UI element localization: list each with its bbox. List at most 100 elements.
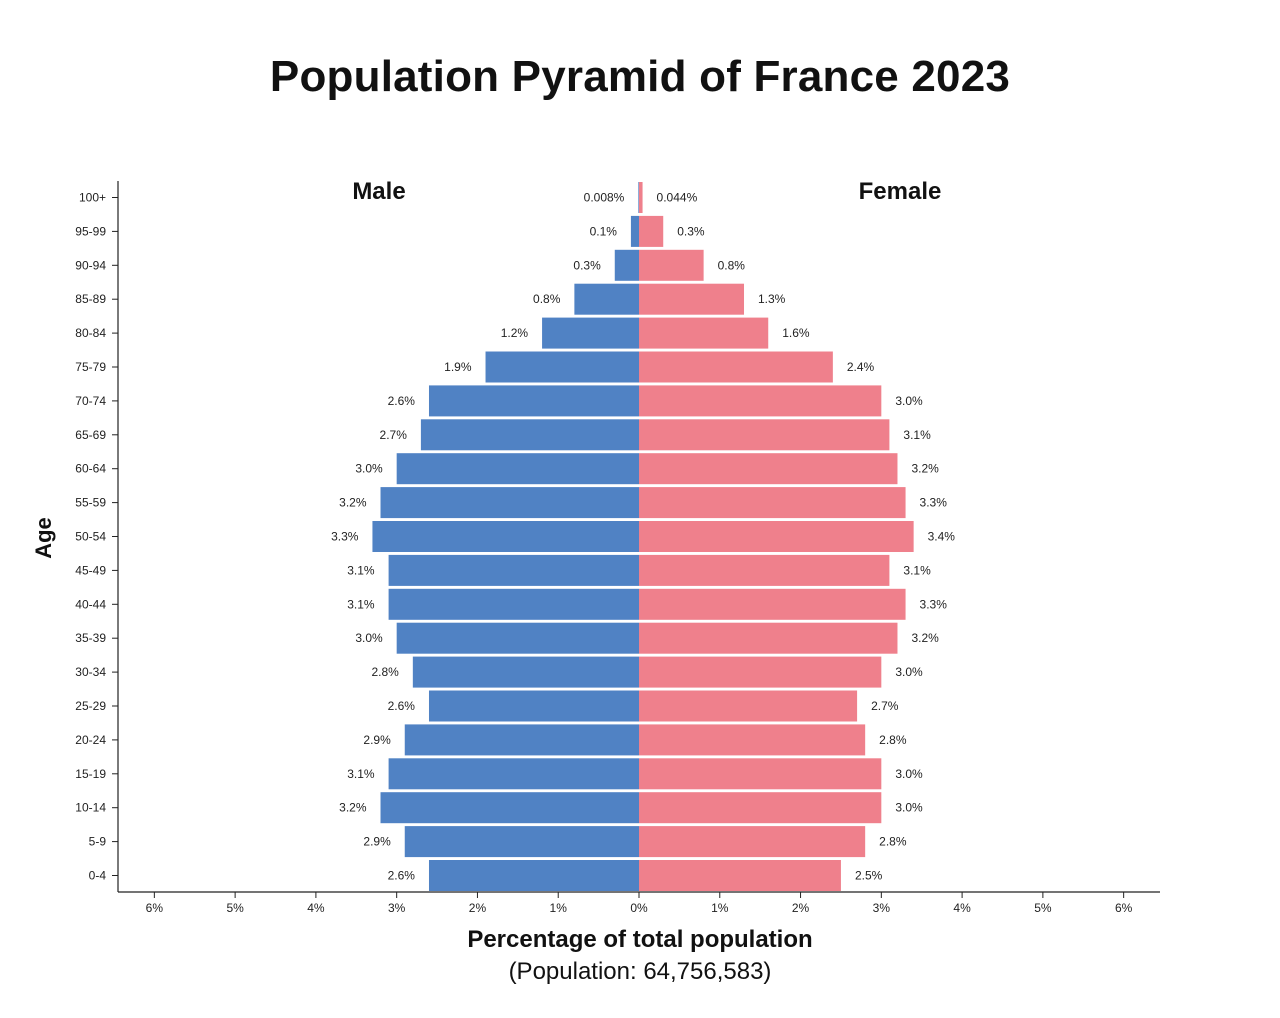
female-bar-0-4 xyxy=(639,860,841,891)
male-bar-70-74 xyxy=(428,385,639,417)
male-bar-10-14 xyxy=(380,792,639,824)
population-subtitle: (Population: 64,756,583) xyxy=(508,958,772,985)
male-bar-45-49 xyxy=(388,554,639,586)
male-bar-90-94 xyxy=(614,249,639,281)
male-value-label: 1.2% xyxy=(501,326,529,340)
female-bar-60-64 xyxy=(639,453,898,485)
female-value-label: 0.044% xyxy=(657,191,698,205)
male-value-label: 3.2% xyxy=(339,496,367,510)
y-tick-label: 65-69 xyxy=(75,428,106,442)
male-value-label: 2.9% xyxy=(363,835,391,849)
y-tick-label: 40-44 xyxy=(75,597,106,611)
female-value-label: 3.2% xyxy=(911,462,939,476)
female-bar-10-14 xyxy=(639,792,882,824)
male-bar-60-64 xyxy=(396,453,639,485)
female-value-label: 1.6% xyxy=(782,326,810,340)
y-tick-label: 55-59 xyxy=(75,496,106,510)
y-tick-label: 85-89 xyxy=(75,292,106,306)
x-tick-label: 3% xyxy=(873,901,891,915)
male-value-label: 3.3% xyxy=(331,530,359,544)
x-tick-label: 6% xyxy=(146,901,164,915)
male-bar-85-89 xyxy=(574,283,639,315)
y-tick-label: 5-9 xyxy=(89,835,107,849)
male-value-label: 0.8% xyxy=(533,292,561,306)
x-tick-label: 0% xyxy=(630,901,648,915)
male-bar-25-29 xyxy=(428,690,639,722)
female-bar-15-19 xyxy=(639,758,882,790)
y-tick-label: 60-64 xyxy=(75,462,106,476)
female-bar-20-24 xyxy=(639,724,866,756)
female-value-label: 2.8% xyxy=(879,835,907,849)
female-value-label: 2.7% xyxy=(871,699,899,713)
y-tick-label: 10-14 xyxy=(75,801,106,815)
male-value-label: 3.1% xyxy=(347,597,375,611)
male-bar-50-54 xyxy=(372,521,639,552)
female-bar-35-39 xyxy=(639,622,898,654)
male-bar-65-69 xyxy=(420,419,639,451)
female-value-label: 2.5% xyxy=(855,869,883,883)
axes-group: 100+ 95-99 90-94 85-89 80-84 75-79 70-74 65-69 6… xyxy=(75,181,1160,915)
male-value-label: 2.8% xyxy=(371,665,399,679)
female-value-label: 3.0% xyxy=(895,801,923,815)
female-bar-85-89 xyxy=(639,283,745,315)
male-value-label: 3.1% xyxy=(347,767,375,781)
female-bar-30-34 xyxy=(639,656,882,688)
male-bar-100+ xyxy=(638,182,639,213)
male-bar-5-9 xyxy=(404,826,639,858)
y-tick-label: 15-19 xyxy=(75,767,106,781)
male-bar-40-44 xyxy=(388,588,639,620)
female-value-label: 3.1% xyxy=(903,428,931,442)
x-tick-label: 6% xyxy=(1115,901,1133,915)
female-bar-100+ xyxy=(639,182,643,213)
male-value-label: 3.0% xyxy=(355,462,383,476)
y-tick-label: 30-34 xyxy=(75,665,106,679)
x-tick-label: 4% xyxy=(953,901,971,915)
male-bar-30-34 xyxy=(412,656,639,688)
male-bar-20-24 xyxy=(404,724,639,756)
y-tick-label: 75-79 xyxy=(75,360,106,374)
male-bar-35-39 xyxy=(396,622,639,654)
female-value-label: 0.3% xyxy=(677,224,705,238)
female-bar-5-9 xyxy=(639,826,866,858)
female-value-label: 0.8% xyxy=(718,258,746,272)
y-tick-label: 100+ xyxy=(79,191,106,205)
male-value-label: 0.3% xyxy=(573,258,601,272)
x-tick-label: 1% xyxy=(550,901,568,915)
male-value-label: 0.008% xyxy=(584,191,625,205)
male-value-label: 1.9% xyxy=(444,360,472,374)
male-value-label: 3.0% xyxy=(355,631,383,645)
female-value-label: 3.4% xyxy=(928,530,956,544)
female-bar-65-69 xyxy=(639,419,890,451)
female-bar-55-59 xyxy=(639,487,906,519)
female-bar-50-54 xyxy=(639,521,914,552)
male-value-label: 2.9% xyxy=(363,733,391,747)
y-tick-label: 50-54 xyxy=(75,530,106,544)
y-tick-label: 70-74 xyxy=(75,394,106,408)
x-tick-label: 2% xyxy=(469,901,487,915)
male-bar-55-59 xyxy=(380,487,639,519)
y-tick-label: 25-29 xyxy=(75,699,106,713)
x-tick-label: 5% xyxy=(1034,901,1052,915)
male-value-label: 2.6% xyxy=(388,699,416,713)
data-labels-group: 0.008% 0.044% 0.1% 0.3% 0.3% 0.8% 0.8% 1.3% 1.2%… xyxy=(331,178,955,883)
female-value-label: 2.4% xyxy=(847,360,875,374)
male-bar-80-84 xyxy=(542,317,639,349)
male-value-label: 2.7% xyxy=(380,428,408,442)
female-bar-75-79 xyxy=(639,351,833,383)
female-value-label: 3.3% xyxy=(920,597,948,611)
y-tick-label: 80-84 xyxy=(75,326,106,340)
y-axis-label: Age xyxy=(31,517,56,559)
female-bar-45-49 xyxy=(639,554,890,586)
male-bar-75-79 xyxy=(485,351,639,383)
female-bar-40-44 xyxy=(639,588,906,620)
female-bar-95-99 xyxy=(639,215,664,247)
female-value-label: 1.3% xyxy=(758,292,786,306)
x-tick-label: 1% xyxy=(711,901,729,915)
y-tick-label: 35-39 xyxy=(75,631,106,645)
male-value-label: 3.1% xyxy=(347,563,375,577)
male-bar-95-99 xyxy=(630,215,639,247)
x-tick-label: 2% xyxy=(792,901,810,915)
x-tick-label: 4% xyxy=(307,901,325,915)
female-value-label: 3.0% xyxy=(895,665,923,679)
female-value-label: 3.2% xyxy=(911,631,939,645)
